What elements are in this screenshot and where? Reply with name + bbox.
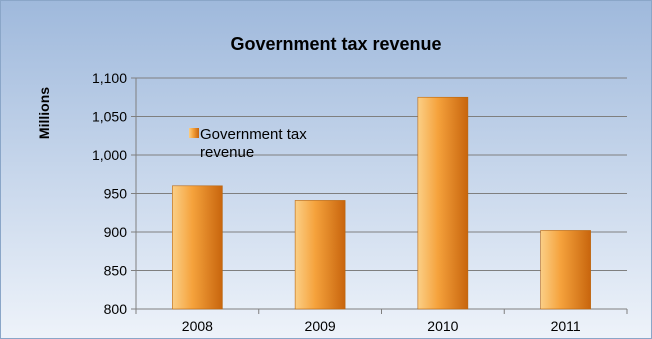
bar-2008 [172,185,223,310]
y-tick-label: 850 [104,263,128,279]
x-tick-label: 2011 [551,318,581,334]
bar-2011 [540,230,591,310]
y-tick-label: 950 [104,186,128,202]
legend-swatch [189,128,199,138]
y-axis-label: Millions [36,87,52,139]
bar-2010 [417,96,469,310]
legend-label-line-1: Government tax [200,126,307,143]
x-tick-label: 2009 [305,318,336,334]
chart-title: Government tax revenue [230,34,441,54]
y-tick-label: 1,100 [92,70,127,86]
legend: Government tax revenue [189,126,311,161]
y-tick-label: 1,050 [92,109,127,125]
bars [172,96,591,310]
legend-label-line-2: revenue [200,144,254,161]
x-tick-label: 2010 [427,318,458,334]
legend-label: Government tax revenue [200,126,311,161]
y-tick-label: 1,000 [92,147,127,163]
y-tick-labels: 800 850 900 950 1,000 1,050 1,100 [92,70,127,317]
bar-2009 [294,200,346,310]
y-tick-label: 900 [104,224,128,240]
x-tick-labels: 2008 2009 2010 2011 [182,318,581,334]
x-tick-label: 2008 [182,318,213,334]
y-tick-label: 800 [104,301,128,317]
